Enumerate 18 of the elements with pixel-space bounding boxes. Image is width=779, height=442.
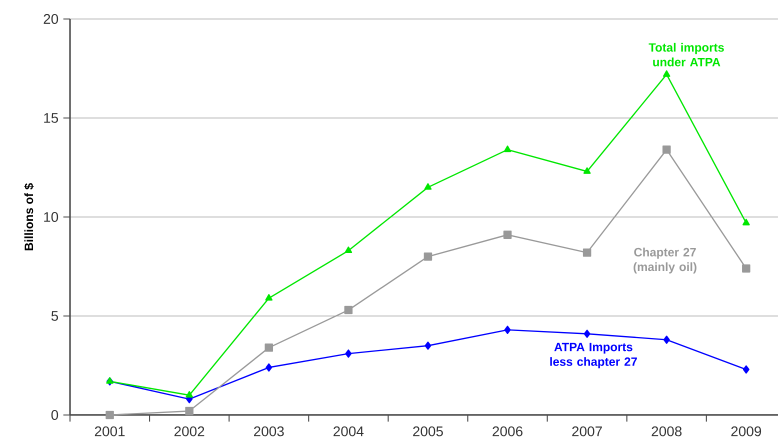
x-tick-label: 2006 [492, 426, 522, 436]
y-tick-label: 10 [44, 212, 58, 222]
y-tick-label: 5 [51, 311, 58, 321]
text: Chapter 27 (mainly oil) [634, 248, 696, 274]
x-tick-label: 2009 [731, 426, 762, 436]
y-tick-label: 0 [51, 410, 58, 420]
x-tick-label: 2002 [174, 426, 204, 436]
x-tick-label: 2001 [94, 426, 125, 436]
y-axis-title: Billions of $ [24, 183, 34, 250]
y-tick-label: 15 [44, 113, 58, 123]
x-tick-label: 2008 [652, 426, 682, 436]
series-label: Total imports under ATPA [648, 42, 724, 66]
x-tick-label: 2004 [334, 426, 364, 436]
x-tick-label: 2005 [413, 426, 443, 436]
x-tick-label: 2007 [572, 426, 602, 436]
y-tick-label: 20 [44, 14, 58, 24]
series-label: ATPA Imports less chapter 27 [550, 342, 637, 368]
x-tick-label: 2003 [254, 426, 284, 436]
